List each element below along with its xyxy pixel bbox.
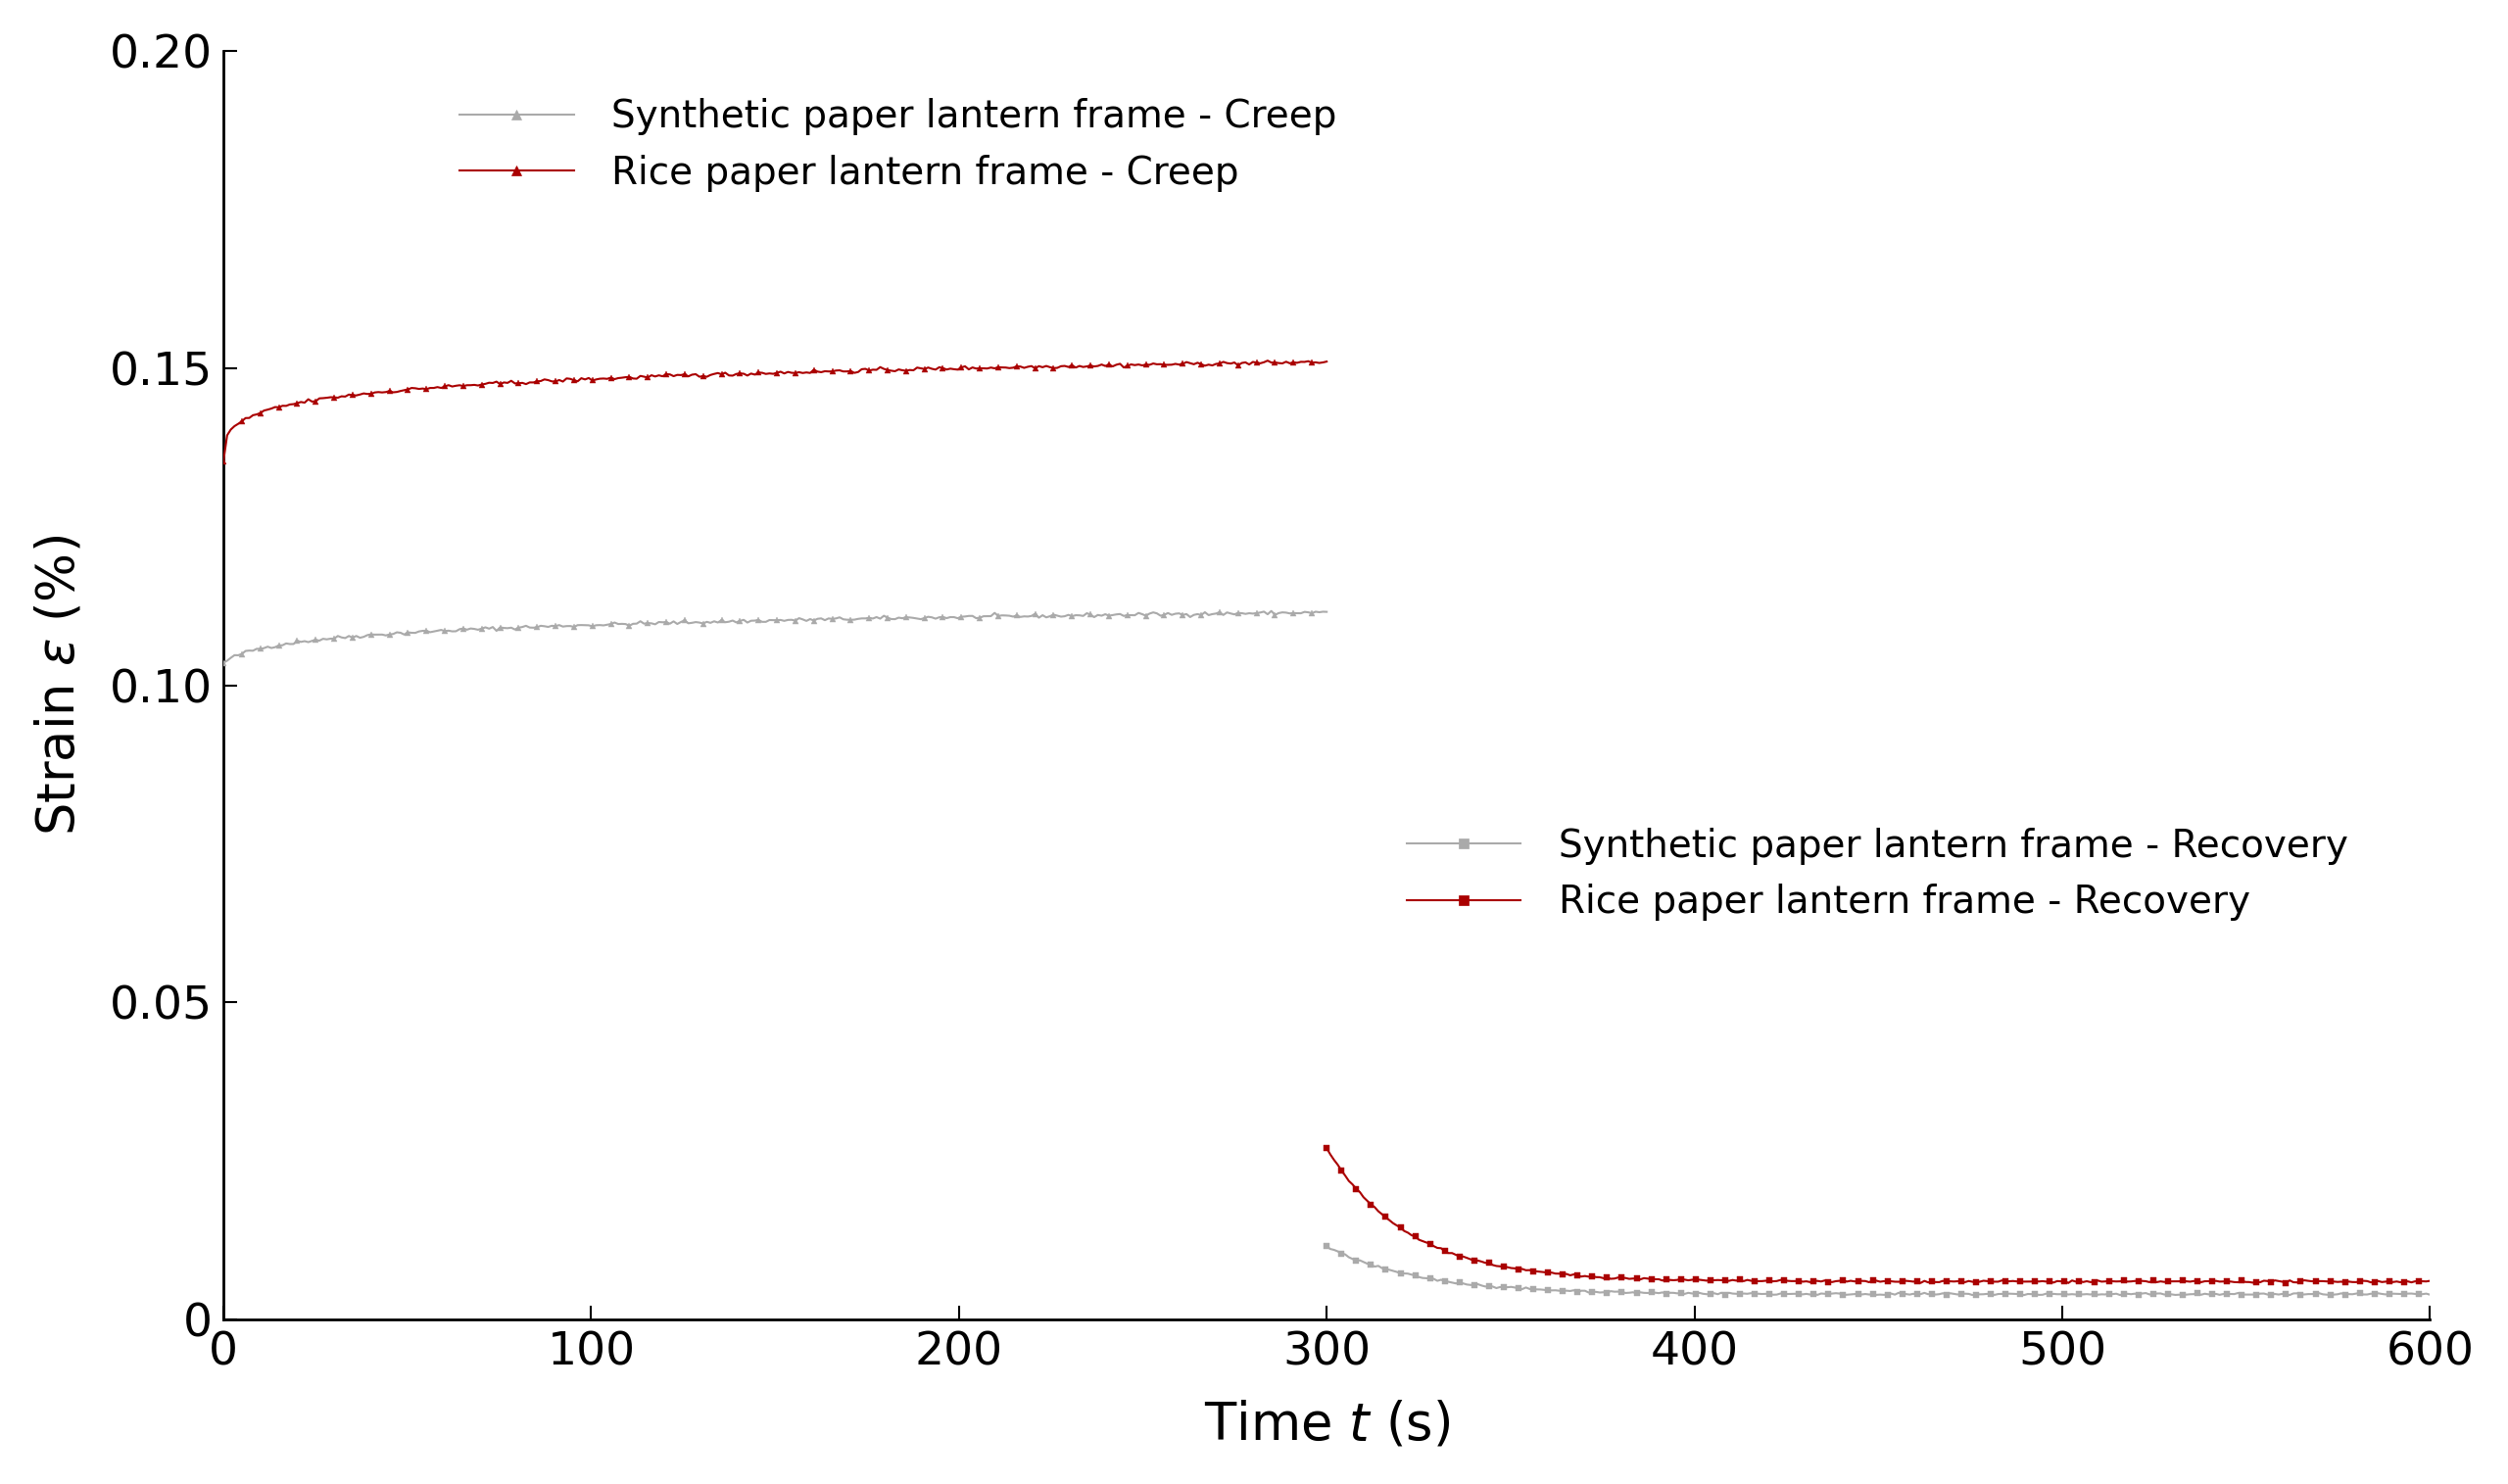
Y-axis label: Strain $\varepsilon$ (%): Strain $\varepsilon$ (%) [35,536,85,835]
X-axis label: Time $\mathit{t}$ (s): Time $\mathit{t}$ (s) [1204,1399,1450,1450]
Legend: Synthetic paper lantern frame - Recovery, Rice paper lantern frame - Recovery: Synthetic paper lantern frame - Recovery… [1392,812,2363,936]
